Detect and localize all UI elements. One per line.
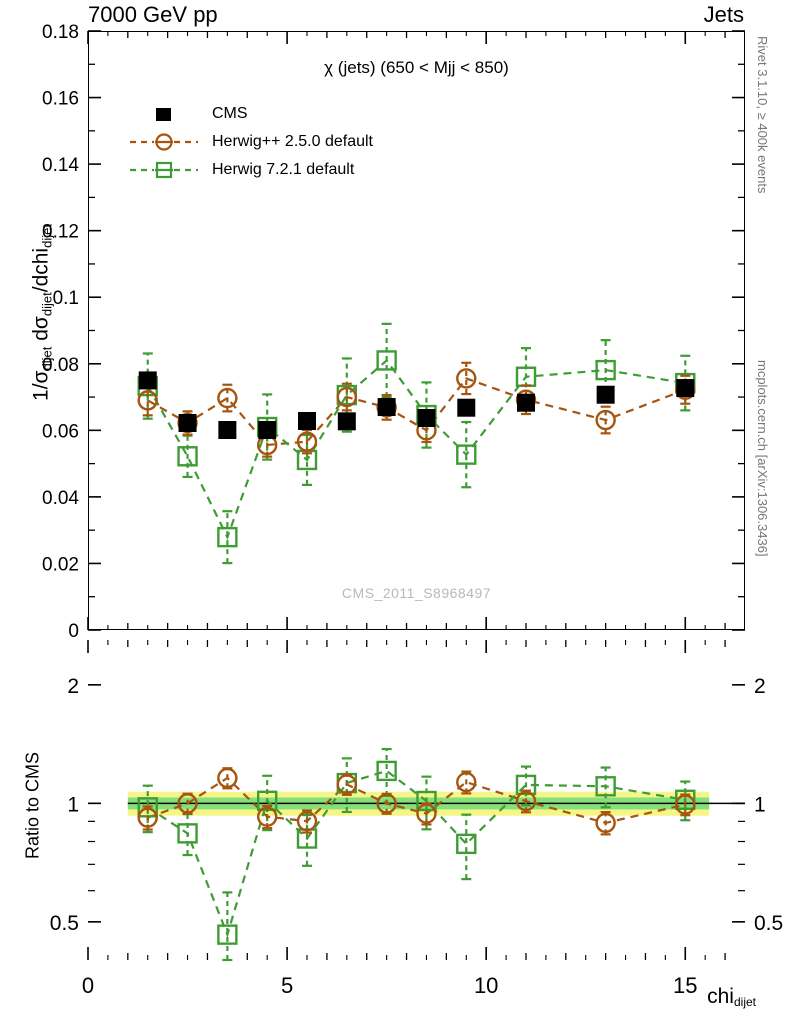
main-plot-frame (88, 31, 745, 630)
y-tick-label-ratio: 2 (67, 675, 79, 698)
marker-herwigpp-ratio[interactable] (376, 793, 397, 814)
marker-cms-main[interactable] (258, 421, 277, 440)
x-tick-label: 10 (474, 973, 498, 998)
x-axis-title-sub: dijet (733, 995, 756, 1009)
marker-cms-main[interactable] (138, 371, 157, 390)
plot-title: χ (jets) (650 < Mjj < 850) (324, 58, 509, 77)
marker-cms-main[interactable] (218, 421, 237, 440)
marker-cms-main[interactable] (596, 385, 615, 404)
marker-herwigpp-ratio[interactable] (456, 771, 477, 793)
legend-item-cms[interactable]: CMS (128, 100, 373, 128)
legend-item-herwigpp[interactable]: Herwig++ 2.5.0 default (128, 128, 373, 156)
marker-herwigpp-ratio[interactable] (675, 794, 696, 815)
marker-herwigpp-main[interactable] (336, 386, 358, 408)
y-tick-label-main: 0.04 (42, 488, 79, 509)
marker-herwig7-main[interactable] (456, 444, 477, 465)
marker-cms-main[interactable] (298, 412, 316, 431)
y-tick-label-main: 0.06 (42, 421, 79, 442)
y-tick-label-main: 0 (68, 621, 79, 642)
marker-cms-main[interactable] (178, 414, 197, 433)
y-tick-label-main: 0.16 (42, 89, 79, 110)
marker-herwig7-ratio[interactable] (217, 924, 238, 945)
marker-herwigpp-ratio[interactable] (296, 810, 318, 832)
marker-herwigpp-ratio[interactable] (137, 807, 158, 828)
marker-herwigpp-ratio[interactable] (256, 806, 278, 827)
y-tick-label-main: 0.1 (53, 288, 79, 309)
y-tick-label-main: 0.12 (42, 222, 79, 243)
y-tick-label-ratio-right: 0.5 (754, 912, 783, 935)
marker-herwigpp-main[interactable] (456, 368, 477, 389)
x-tick-label: 0 (82, 973, 94, 998)
y-tick-label-ratio: 0.5 (50, 912, 79, 935)
marker-cms-main[interactable] (457, 398, 476, 417)
marker-herwig7-main[interactable] (595, 359, 616, 381)
series-line-herwig7-ratio (147, 769, 686, 938)
series-line-herwigpp-ratio (147, 776, 686, 825)
legend: CMS Herwig++ 2.5.0 default Herwig 7.2.1 … (128, 100, 373, 184)
header-beam-label: 7000 GeV pp (88, 2, 218, 27)
y-tick-label-ratio-right: 1 (754, 793, 766, 816)
legend-label-herwigpp: Herwig++ 2.5.0 default (212, 133, 373, 150)
marker-herwigpp-ratio[interactable] (416, 803, 437, 824)
y-tick-label-main: 0.18 (42, 22, 79, 43)
legend-label-herwig7: Herwig 7.2.1 default (212, 161, 355, 178)
marker-herwigpp-main[interactable] (296, 431, 318, 452)
marker-herwig7-ratio[interactable] (595, 776, 616, 797)
header-category-label: Jets (703, 2, 744, 27)
marker-cms-main[interactable] (337, 412, 356, 431)
marker-cms-main[interactable] (517, 393, 535, 412)
x-axis-title: chidijet (707, 985, 756, 1009)
marker-herwig7-main[interactable] (177, 446, 198, 467)
marker-herwig7-main[interactable] (376, 350, 397, 371)
marker-herwigpp-ratio[interactable] (177, 793, 198, 814)
analysis-watermark: CMS_2011_S8968497 (341, 585, 492, 601)
marker-herwig7-ratio[interactable] (376, 760, 397, 782)
y-tick-label-ratio-right: 2 (754, 675, 766, 698)
marker-cms-main[interactable] (676, 379, 695, 398)
x-axis-title-main: chi (707, 985, 734, 1008)
marker-herwig7-ratio[interactable] (416, 790, 437, 812)
marker-herwigpp-main[interactable] (595, 409, 616, 431)
y-tick-label-main: 0.02 (42, 554, 79, 575)
marker-herwigpp-ratio[interactable] (515, 790, 537, 812)
marker-herwigpp-ratio[interactable] (595, 812, 616, 834)
marker-cms-main[interactable] (377, 398, 396, 417)
y-tick-label-main: 0.14 (42, 155, 79, 176)
y-tick-label-ratio: 1 (67, 793, 79, 816)
marker-herwigpp-main[interactable] (217, 387, 238, 409)
x-tick-label: 5 (281, 973, 293, 998)
legend-key-cms (156, 108, 171, 121)
legend-item-herwig7[interactable]: Herwig 7.2.1 default (128, 156, 373, 184)
marker-cms-main[interactable] (417, 409, 436, 428)
y-tick-label-main: 0.08 (42, 355, 79, 376)
marker-herwig7-ratio[interactable] (177, 823, 198, 844)
marker-herwig7-main[interactable] (217, 526, 238, 548)
legend-label-cms: CMS (212, 105, 248, 122)
x-tick-label: 15 (673, 973, 697, 998)
marker-herwigpp-ratio[interactable] (217, 767, 238, 789)
series-line-herwig7-main (146, 358, 686, 540)
marker-herwig7-ratio[interactable] (456, 833, 477, 855)
marker-herwigpp-main[interactable] (137, 390, 158, 411)
legend-key-herwigpp (130, 133, 198, 151)
marker-herwigpp-ratio[interactable] (336, 774, 358, 795)
legend-key-herwig7 (130, 161, 198, 179)
